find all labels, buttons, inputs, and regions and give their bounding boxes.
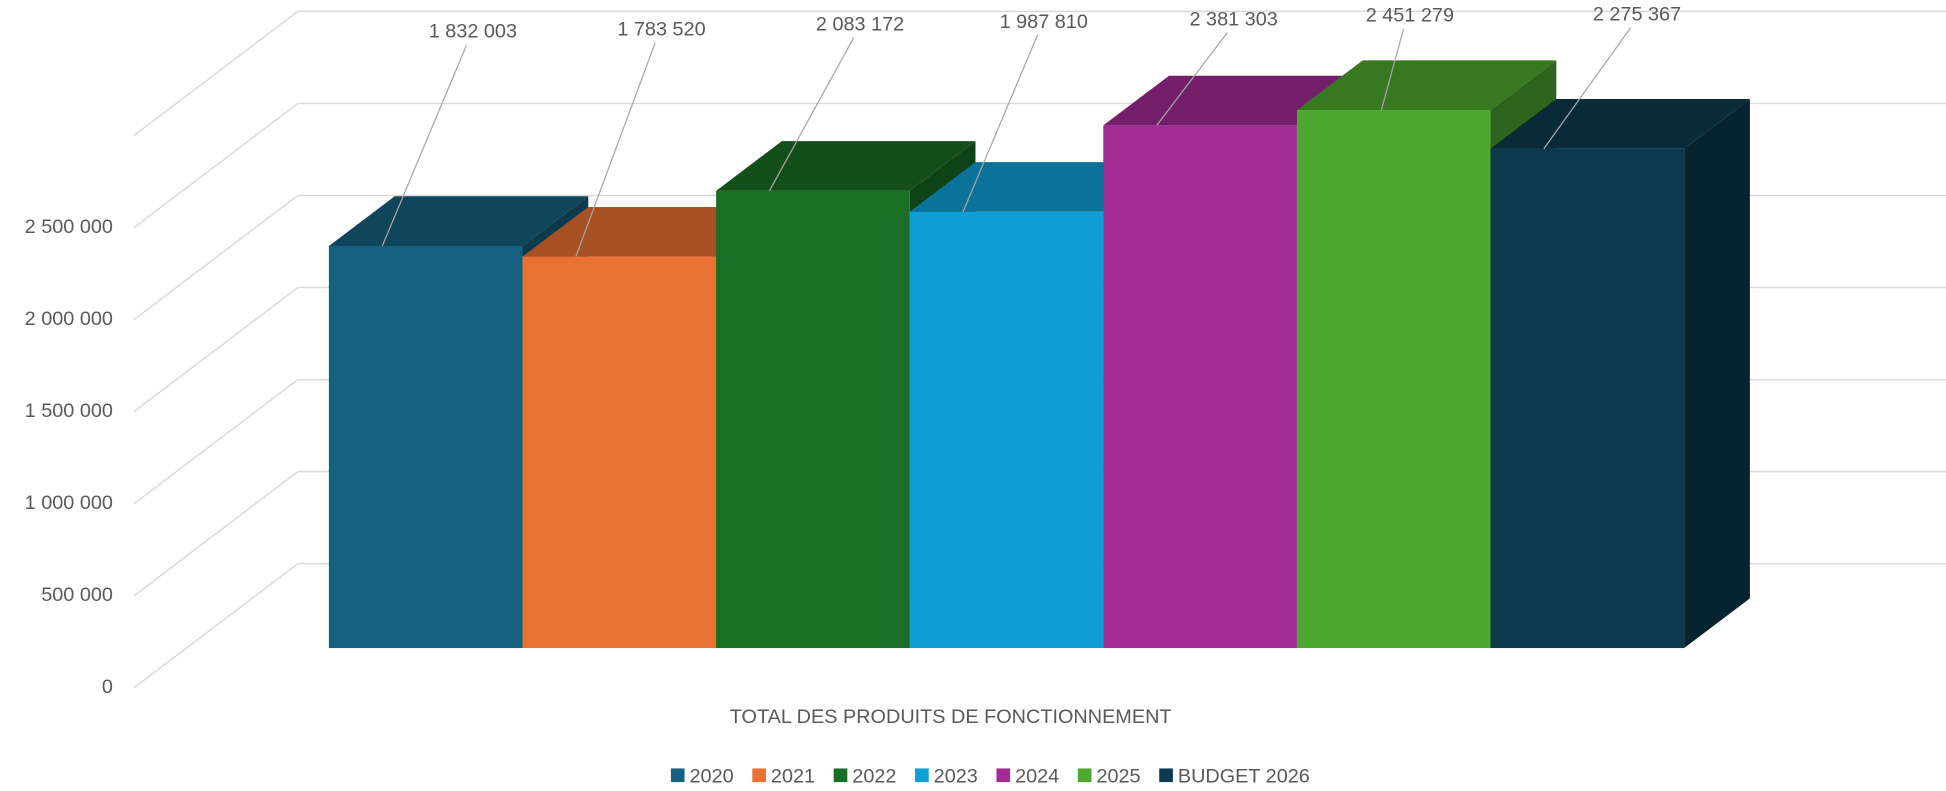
data-label: 1 832 003 bbox=[429, 21, 517, 43]
grid-line bbox=[133, 10, 299, 137]
y-tick-label: 2 500 000 bbox=[25, 216, 113, 238]
y-tick-label: 500 000 bbox=[41, 584, 113, 606]
data-label: 2 083 172 bbox=[816, 13, 904, 35]
grid-line bbox=[133, 286, 299, 413]
grid-line bbox=[133, 378, 299, 505]
data-label: 2 381 303 bbox=[1189, 8, 1277, 30]
legend-swatch bbox=[1077, 768, 1092, 783]
y-tick-label: 2 000 000 bbox=[25, 308, 113, 330]
bar bbox=[328, 245, 523, 649]
data-label: 2 451 279 bbox=[1366, 5, 1454, 27]
grid-line bbox=[133, 471, 299, 597]
grid-line bbox=[133, 194, 299, 321]
bar-top bbox=[1490, 98, 1750, 149]
data-label: 2 275 367 bbox=[1593, 3, 1681, 25]
bar-top bbox=[716, 141, 976, 191]
legend-label: 2022 bbox=[852, 765, 896, 787]
leader-line bbox=[962, 34, 1039, 212]
legend-label: 2023 bbox=[934, 765, 978, 787]
bar bbox=[1296, 110, 1491, 649]
bar bbox=[909, 211, 1104, 649]
legend-swatch bbox=[670, 768, 685, 783]
legend-label: 2021 bbox=[771, 765, 815, 787]
leader-line bbox=[381, 44, 468, 247]
grid-line bbox=[133, 102, 299, 229]
legend-swatch bbox=[1159, 768, 1173, 783]
data-label: 1 987 810 bbox=[1000, 11, 1088, 33]
legend-label: 2024 bbox=[1015, 765, 1059, 787]
bar-top bbox=[328, 196, 589, 246]
legend-swatch bbox=[752, 768, 766, 783]
bar bbox=[1490, 148, 1685, 649]
legend-swatch bbox=[996, 768, 1011, 783]
leader-line bbox=[1380, 28, 1405, 111]
y-tick-label: 0 bbox=[102, 676, 113, 698]
leader-line bbox=[1543, 27, 1632, 149]
bar bbox=[1103, 125, 1297, 649]
data-label: 1 783 520 bbox=[617, 18, 705, 40]
bar-side bbox=[1684, 98, 1750, 649]
leader-line bbox=[575, 42, 656, 257]
bar bbox=[716, 190, 910, 649]
legend-label: 2020 bbox=[690, 765, 734, 787]
legend-swatch bbox=[833, 768, 848, 783]
bar-top bbox=[1296, 60, 1557, 111]
legend-label: BUDGET 2026 bbox=[1178, 765, 1310, 787]
x-tick-label: TOTAL DES PRODUITS DE FONCTIONNEMENT bbox=[730, 706, 1172, 728]
y-tick-label: 1 500 000 bbox=[25, 400, 113, 422]
legend-label: 2025 bbox=[1096, 765, 1140, 787]
y-tick-label: 1 000 000 bbox=[25, 492, 113, 514]
leader-line bbox=[768, 37, 855, 192]
grid-line bbox=[133, 563, 299, 689]
bar bbox=[522, 256, 717, 649]
leader-line bbox=[1156, 32, 1228, 126]
legend-swatch bbox=[915, 768, 929, 783]
